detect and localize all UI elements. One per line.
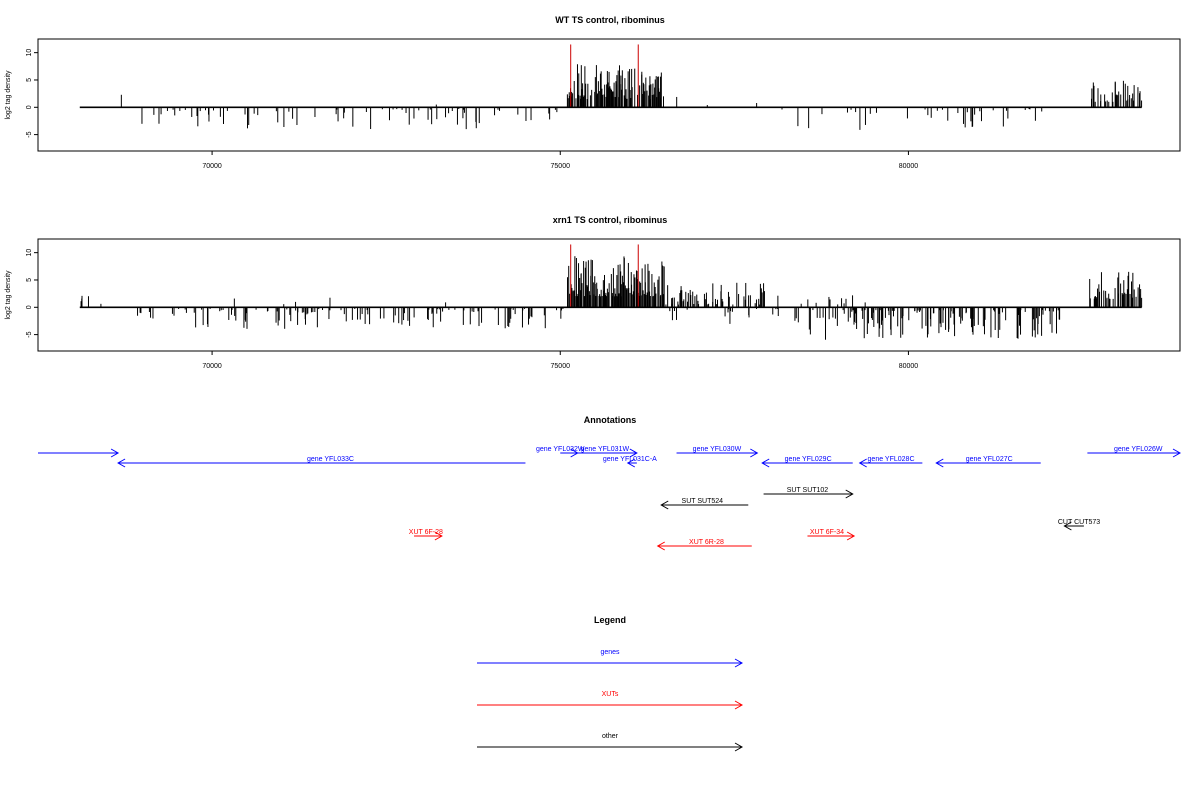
legend-entry-genes: genes	[477, 649, 744, 668]
xrn1-y-tick-label: 5	[26, 278, 33, 282]
legend-entry-label: genes	[600, 649, 620, 656]
feature-sut-sut102: SUT SUT102	[763, 487, 854, 499]
feature-xut-6f-34: XUT 6F-34	[807, 529, 856, 541]
feature-arrow-head	[858, 458, 867, 468]
feature-label: gene YFL031C-A	[603, 456, 657, 463]
legend-entry-label: XUTs	[602, 691, 619, 698]
feature-xut-6f-28: XUT 6F-28	[409, 529, 443, 541]
feature-gene-yfl026w: gene YFL026W	[1087, 446, 1182, 458]
feature-gene-yfl031w: gene YFL031W	[574, 446, 638, 458]
xrn1-marker-lines	[570, 244, 639, 308]
feature-label: SUT SUT102	[787, 487, 829, 494]
feature-gene-yfl030w: gene YFL030W	[676, 446, 759, 458]
feature-label: gene YFL030W	[693, 446, 742, 453]
wt-x-axis: 70000 75000 80000	[202, 151, 918, 170]
feature-arrow-head	[845, 489, 854, 499]
feature-arrow-head	[117, 458, 126, 468]
xrn1-coverage-panel: xrn1 TS control, ribominus log2 tag dens…	[5, 215, 1181, 370]
wt-y-axis-label: log2 tag density	[5, 70, 12, 120]
feature-label: gene YFL031W	[581, 446, 630, 453]
feature-gene-yfl027c: gene YFL027C	[935, 456, 1041, 468]
feature-label: gene YFL032W	[536, 446, 585, 453]
feature-arrow-head	[846, 531, 856, 541]
legend-arrow-head	[734, 658, 744, 668]
feature-gene-yfl029c: gene YFL029C	[761, 456, 853, 468]
legend-arrow-head	[734, 742, 744, 752]
feature-label: gene YFL029C	[785, 456, 832, 463]
legend-arrow-head	[734, 700, 744, 710]
feature-label: gene YFL026W	[1114, 446, 1163, 453]
feature-label: gene YFL028C	[868, 456, 915, 463]
wt-y-tick-label: -5	[26, 131, 33, 137]
feature-cut-cut573: CUT CUT573	[1058, 519, 1100, 531]
feature-arrow-head	[629, 448, 638, 458]
feature-gene-yfl033c: gene YFL033C	[117, 456, 526, 468]
xrn1-x-tick-label: 70000	[202, 363, 222, 370]
xrn1-x-axis: 70000 75000 80000	[202, 351, 918, 370]
wt-x-tick-label: 75000	[551, 163, 571, 170]
feature-label: XUT 6R-28	[689, 539, 724, 546]
feature-label: gene YFL027C	[966, 456, 1013, 463]
wt-y-tick-label: 0	[26, 105, 33, 109]
feature-gene-yfl031c-a: gene YFL031C-A	[603, 456, 657, 468]
xrn1-y-axis-label: log2 tag density	[5, 270, 12, 320]
xrn1-x-tick-label: 80000	[899, 363, 919, 370]
wt-x-tick-label: 70000	[202, 163, 222, 170]
wt-panel-title: WT TS control, ribominus	[555, 15, 665, 25]
feature-xut-6r-28: XUT 6R-28	[656, 539, 752, 551]
feature-sut-sut524: SUT SUT524	[660, 498, 749, 510]
legend-title: Legend	[594, 615, 626, 625]
feature-label: CUT CUT573	[1058, 519, 1100, 526]
legend-entry-other: other	[477, 733, 744, 752]
xrn1-y-tick-label: 0	[26, 305, 33, 309]
annotations-title: Annotations	[584, 415, 637, 425]
xrn1-y-axis: -5 0 5 10	[26, 249, 38, 338]
wt-marker-lines	[570, 44, 639, 108]
feature-label: SUT SUT524	[682, 498, 724, 505]
wt-y-axis: -5 0 5 10	[26, 49, 38, 138]
feature-label: gene YFL033C	[307, 456, 354, 463]
feature-arrow-head	[660, 500, 669, 510]
legend-entry-xuts: XUTs	[477, 691, 744, 710]
xrn1-y-tick-label: -5	[26, 331, 33, 337]
feature-arrow-head	[656, 541, 665, 551]
feature-label: XUT 6F-28	[409, 529, 443, 536]
xrn1-plot-frame	[37, 238, 1181, 352]
feature-gene-yfl028c: gene YFL028C	[858, 456, 923, 468]
wt-y-tick-label: 10	[26, 49, 33, 57]
xrn1-coverage-bars	[80, 256, 1143, 340]
xrn1-y-tick-label: 10	[26, 249, 33, 257]
feature-arrow-head	[626, 458, 636, 468]
wt-plot-frame	[37, 38, 1181, 152]
feature-arrow-head	[935, 458, 944, 468]
legend-entry-label: other	[602, 733, 619, 740]
wt-x-tick-label: 80000	[899, 163, 919, 170]
legend-entries: genes XUTs other	[477, 649, 744, 752]
wt-coverage-bars	[120, 64, 1143, 130]
legend: Legend genes XUTs other	[477, 615, 744, 752]
feature-arrow-head	[750, 448, 759, 458]
feature-label: XUT 6F-34	[810, 529, 844, 536]
xrn1-x-tick-label: 75000	[551, 363, 571, 370]
feature-arrow-head	[110, 448, 120, 458]
wt-coverage-panel: WT TS control, ribominus log2 tag densit…	[5, 15, 1181, 170]
feature-arrow-head	[761, 458, 770, 468]
feature-arrow-head	[1172, 448, 1182, 458]
feature-unlabelled-gene	[38, 448, 120, 458]
wt-y-tick-label: 5	[26, 78, 33, 82]
feature-arrow-head	[434, 531, 443, 541]
feature-arrow-head	[1063, 521, 1072, 531]
xrn1-panel-title: xrn1 TS control, ribominus	[553, 215, 668, 225]
